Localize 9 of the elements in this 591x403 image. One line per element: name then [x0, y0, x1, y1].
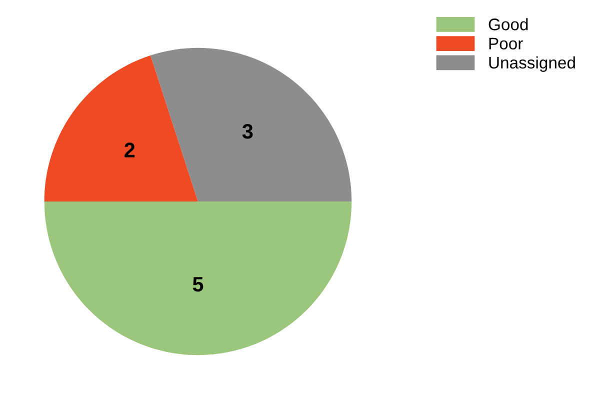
data-label: 3 [242, 124, 253, 139]
pie-slice [44, 202, 352, 356]
legend-label: Unassigned [489, 56, 575, 72]
data-label: 5 [192, 277, 204, 292]
data-label: 2 [124, 142, 135, 158]
pie-slice [44, 55, 198, 202]
legend-label: Poor [489, 38, 523, 50]
legend-label: Good [488, 18, 528, 30]
pie-slice [150, 48, 352, 202]
